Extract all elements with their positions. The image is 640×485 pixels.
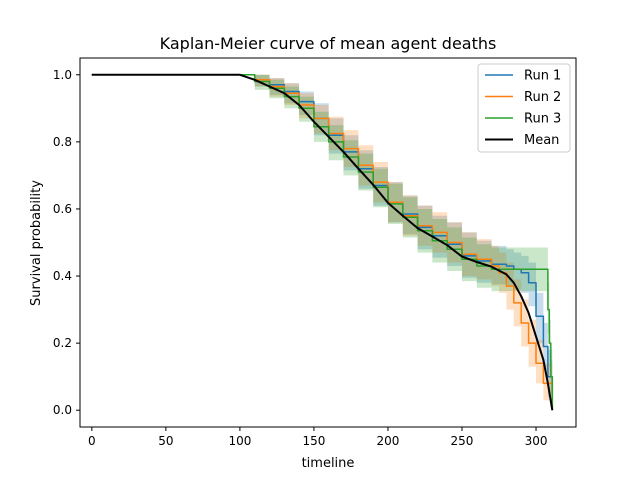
x-tick-label: 200	[377, 434, 400, 448]
y-tick-label: 0.2	[53, 336, 72, 350]
mean-line	[91, 73, 554, 411]
legend-label-run-3: Run 3	[524, 112, 561, 127]
y-axis-label: Survival probability	[29, 180, 44, 306]
y-tick-label: 0.4	[53, 269, 72, 283]
legend: Run 1 Run 2 Run 3 Mean	[477, 63, 571, 153]
x-tick-label: 0	[88, 434, 96, 448]
y-tick-label: 0.8	[53, 135, 72, 149]
legend-box	[477, 63, 571, 153]
y-axis-ticks: 0.0 0.2 0.4 0.6 0.8 1.0	[53, 68, 80, 417]
x-tick-label: 100	[228, 434, 251, 448]
legend-label-mean: Mean	[524, 133, 559, 148]
plot-frame	[79, 57, 577, 428]
x-tick-label: 250	[451, 434, 474, 448]
legend-label-run-2: Run 2	[524, 90, 561, 105]
y-tick-label: 0.6	[53, 202, 72, 216]
y-tick-label: 1.0	[53, 68, 72, 82]
x-tick-label: 300	[525, 434, 548, 448]
run-3-line	[91, 74, 554, 411]
x-axis-ticks: 0 50 100 150 200 250 300	[88, 427, 547, 448]
y-tick-label: 0.0	[53, 403, 72, 417]
x-tick-label: 150	[302, 434, 325, 448]
legend-label-run-1: Run 1	[524, 69, 561, 84]
survival-curves	[91, 73, 554, 411]
x-axis-label: timeline	[302, 456, 355, 471]
chart-title: Kaplan-Meier curve of mean agent deaths	[160, 34, 497, 53]
x-tick-label: 50	[158, 434, 173, 448]
